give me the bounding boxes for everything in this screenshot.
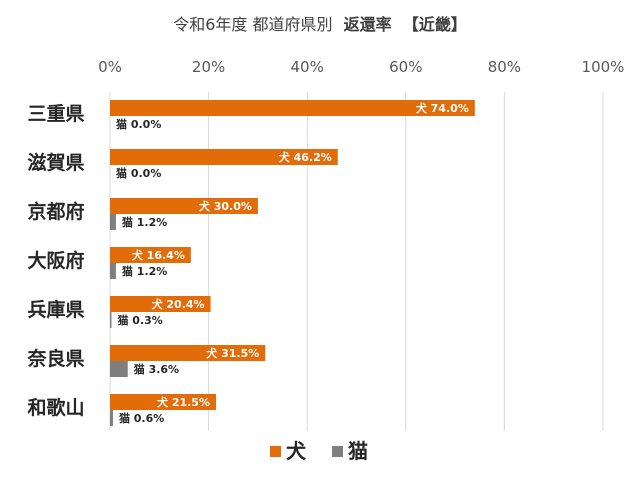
- x-tick-label: 40%: [291, 58, 324, 76]
- bar-dog: [110, 345, 266, 361]
- data-label-cat: 猫 0.0%: [116, 117, 161, 131]
- category-label: 滋賀県: [27, 151, 84, 174]
- legend-swatch: [332, 446, 343, 457]
- x-tick-label: 80%: [488, 58, 521, 76]
- x-tick-label: 20%: [192, 58, 225, 76]
- data-label-cat: 猫 0.6%: [119, 411, 164, 425]
- data-label-cat: 猫 3.6%: [134, 362, 179, 376]
- category-label: 大阪府: [27, 249, 84, 272]
- data-label-dog: 犬 46.2%: [279, 150, 332, 164]
- legend-label: 猫: [348, 439, 368, 463]
- bar-cat: [110, 410, 113, 426]
- chart-title-suffix: 【近畿】: [403, 15, 467, 34]
- data-label-cat: 猫 0.3%: [117, 313, 162, 327]
- chart-title-main: 返還率: [344, 15, 392, 34]
- data-label-dog: 犬 21.5%: [157, 395, 210, 409]
- bar-dog: [110, 149, 338, 165]
- category-label: 和歌山: [27, 396, 84, 419]
- legend-label: 犬: [286, 439, 307, 463]
- category-label: 京都府: [27, 200, 84, 223]
- bar-cat: [110, 361, 128, 377]
- data-label-cat: 猫 0.0%: [116, 166, 161, 180]
- bar-dog: [110, 247, 191, 263]
- data-label-cat: 猫 1.2%: [122, 264, 167, 278]
- data-label-dog: 犬 30.0%: [199, 199, 252, 213]
- bar-dog: [110, 100, 475, 116]
- x-tick-label: 0%: [98, 58, 122, 76]
- category-label: 三重県: [27, 103, 84, 125]
- data-label-cat: 猫 1.2%: [122, 215, 167, 229]
- category-label: 兵庫県: [27, 298, 84, 321]
- x-tick-label: 100%: [582, 58, 625, 76]
- category-label: 奈良県: [26, 347, 84, 370]
- bar-dog: [110, 198, 258, 214]
- bar-cat: [110, 214, 116, 230]
- data-label-dog: 犬 31.5%: [206, 346, 259, 360]
- bar-dog: [110, 296, 211, 312]
- x-tick-label: 60%: [389, 58, 422, 76]
- bar-dog: [110, 394, 216, 410]
- data-label-dog: 犬 20.4%: [152, 297, 205, 311]
- legend-swatch: [270, 446, 281, 457]
- bar-cat: [110, 263, 116, 279]
- chart-title-prefix: 令和6年度 都道府県別: [173, 15, 332, 34]
- data-label-dog: 犬 16.4%: [132, 248, 185, 262]
- chart-title: 令和6年度 都道府県別 返還率 【近畿】: [173, 15, 467, 34]
- bar-cat: [110, 312, 112, 328]
- data-label-dog: 犬 74.0%: [416, 101, 469, 115]
